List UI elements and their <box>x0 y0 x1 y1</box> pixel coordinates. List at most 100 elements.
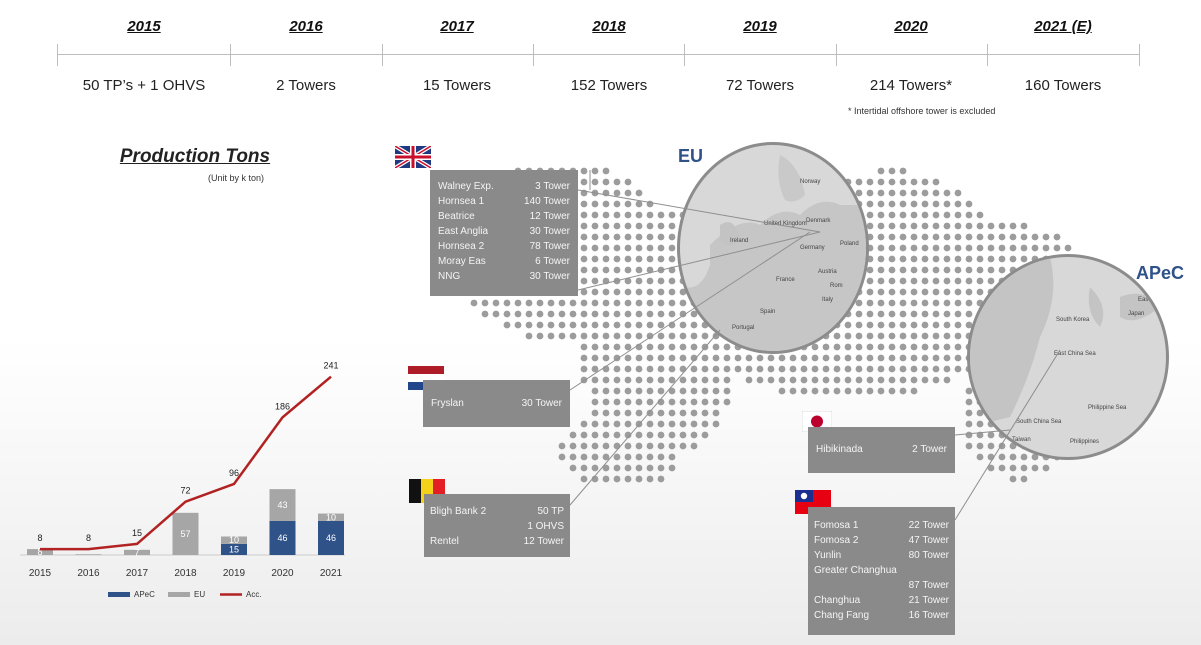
acc-point-label: 186 <box>275 401 290 411</box>
project-row: Rentel 12 Tower <box>430 534 564 549</box>
chart-title: Production Tons <box>119 146 271 167</box>
map-label: Ireland <box>730 238 749 244</box>
project-name: Bligh Bank 2 <box>430 506 487 517</box>
timeline-tick <box>57 44 58 66</box>
legend-swatch <box>168 592 190 597</box>
map-label: Germany <box>800 245 825 251</box>
project-row: 1 OHVS <box>430 519 564 534</box>
project-name: Walney Exp. <box>438 181 494 192</box>
region-eu: EU <box>678 146 704 166</box>
project-row: Changhua 21 Tower <box>814 593 949 608</box>
project-row: Bligh Bank 2 50 TP <box>430 504 564 519</box>
project-value: 30 Tower <box>529 271 570 282</box>
project-value: 6 Tower <box>535 256 570 267</box>
project-name: Hornsea 1 <box>438 196 485 207</box>
map-label: Japan <box>1128 311 1145 317</box>
map-label: East China Sea <box>1054 351 1096 357</box>
project-row: Hibikinada 2 Tower <box>816 442 947 457</box>
timeline-value: 214 Towers* <box>869 77 953 94</box>
project-row: Yunlin 80 Tower <box>814 548 949 563</box>
project-name: Changhua <box>814 595 861 606</box>
project-name: Hibikinada <box>816 444 863 455</box>
timeline-year: 2019 <box>743 18 777 35</box>
project-value: 16 Tower <box>908 610 949 621</box>
project-value: 47 Tower <box>908 535 949 546</box>
timeline-year: 2018 <box>592 18 626 35</box>
project-row: Fomosa 2 47 Tower <box>814 533 949 548</box>
bar-label-eu: 8 <box>37 547 42 557</box>
legend-label: Acc. <box>246 590 262 599</box>
timeline-year: 2016 <box>289 18 323 35</box>
bar-eu <box>27 549 53 555</box>
project-value: 87 Tower <box>908 580 949 591</box>
acc-point-label: 96 <box>229 468 239 478</box>
timeline-tick <box>987 44 988 66</box>
map-label: Taiwan <box>1012 437 1031 443</box>
timeline-year: 2015 <box>127 18 161 35</box>
project-name: Beatrice <box>438 211 475 222</box>
project-row: Hornsea 1 140 Tower <box>438 194 570 209</box>
japan-projects-box: Hibikinada 2 Tower <box>808 427 955 473</box>
map-label: Tunis <box>806 345 821 351</box>
project-value: 50 TP <box>537 506 565 517</box>
map-label: South China Sea <box>1016 419 1062 425</box>
legend-label: APeC <box>134 590 155 599</box>
project-value: 1 OHVS <box>527 521 564 532</box>
bar-label-eu: 7 <box>134 547 139 557</box>
x-tick-label: 2019 <box>223 568 246 579</box>
project-row: Moray Eas 6 Tower <box>438 254 570 269</box>
project-value: 22 Tower <box>908 520 949 531</box>
timeline-note: * Intertidal offshore tower is excluded <box>848 106 996 116</box>
timeline-value: 160 Towers <box>1024 77 1102 94</box>
timeline-value: 2 Towers <box>276 77 336 94</box>
project-name: Yunlin <box>814 550 842 561</box>
project-row: 87 Tower <box>814 578 949 593</box>
netherlands-projects-box: Fryslan 30 Tower <box>423 380 570 427</box>
timeline-tick <box>684 44 685 66</box>
bar-apec <box>318 520 344 555</box>
acc-point-label: 241 <box>323 361 338 371</box>
x-tick-label: 2015 <box>29 568 52 579</box>
bar-eu <box>318 513 344 521</box>
x-tick-label: 2021 <box>320 568 343 579</box>
bar-eu <box>221 536 247 544</box>
bar-label-apec: 46 <box>277 533 287 543</box>
map-label: Italy <box>822 297 834 303</box>
project-row: Fryslan 30 Tower <box>431 396 562 411</box>
japan-flag-icon <box>802 411 832 432</box>
map-label: South Korea <box>1056 317 1090 323</box>
project-value: 30 Tower <box>521 398 562 409</box>
timeline-value: 50 TP’s + 1 OHVS <box>82 77 206 94</box>
project-name: Greater Changhua <box>814 565 897 576</box>
timeline-tick <box>533 44 534 66</box>
uk-projects-box: Walney Exp. 3 Tower Hornsea 1 140 Tower Beat… <box>430 170 578 296</box>
project-value: 30 Tower <box>529 226 570 237</box>
map-label: Portugal <box>732 325 755 331</box>
bar-label-eu: 57 <box>180 529 190 539</box>
map-label: Rom <box>830 283 843 289</box>
acc-point-label: 8 <box>37 533 42 543</box>
project-row: East Anglia 30 Tower <box>438 224 570 239</box>
map-label: United Kingdom <box>764 221 807 227</box>
timeline-value: 72 Towers <box>725 77 795 94</box>
map-label: France <box>776 277 795 283</box>
map-label: Spain <box>760 309 776 315</box>
x-tick-label: 2017 <box>126 568 149 579</box>
bar-label-apec: 46 <box>326 533 336 543</box>
eu-map-zoom: Norway United Kingdom Denmark Ireland German… <box>677 142 869 354</box>
project-name: Moray Eas <box>438 256 486 267</box>
bar-eu <box>172 512 199 555</box>
project-name: Hornsea 2 <box>438 241 485 252</box>
x-tick-label: 2020 <box>271 568 294 579</box>
project-value: 80 Tower <box>908 550 949 561</box>
belgium-projects-box: Bligh Bank 2 50 TP 1 OHVS Rentel 12 Tower <box>424 494 570 557</box>
map-label: Denmark <box>806 218 831 224</box>
project-row: Beatrice 12 Tower <box>438 209 570 224</box>
project-row: Fomosa 1 22 Tower <box>814 518 949 533</box>
timeline-year: 2017 <box>440 18 474 35</box>
timeline-tick <box>382 44 383 66</box>
timeline-year: 2020 <box>894 18 928 35</box>
taiwan-projects-box: Fomosa 1 22 Tower Fomosa 2 47 Tower Yunlin 80… <box>808 507 955 635</box>
